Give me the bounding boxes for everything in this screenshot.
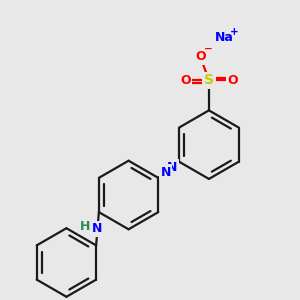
Text: +: + [230, 27, 239, 37]
Text: O: O [227, 74, 238, 87]
Text: Na: Na [214, 31, 233, 44]
Text: O: O [195, 50, 206, 63]
Text: H: H [80, 220, 90, 233]
Text: N: N [92, 222, 103, 235]
Text: N: N [167, 161, 177, 174]
Text: O: O [180, 74, 191, 87]
Text: S: S [204, 74, 214, 87]
Text: N: N [160, 166, 171, 179]
Text: −: − [203, 44, 212, 54]
